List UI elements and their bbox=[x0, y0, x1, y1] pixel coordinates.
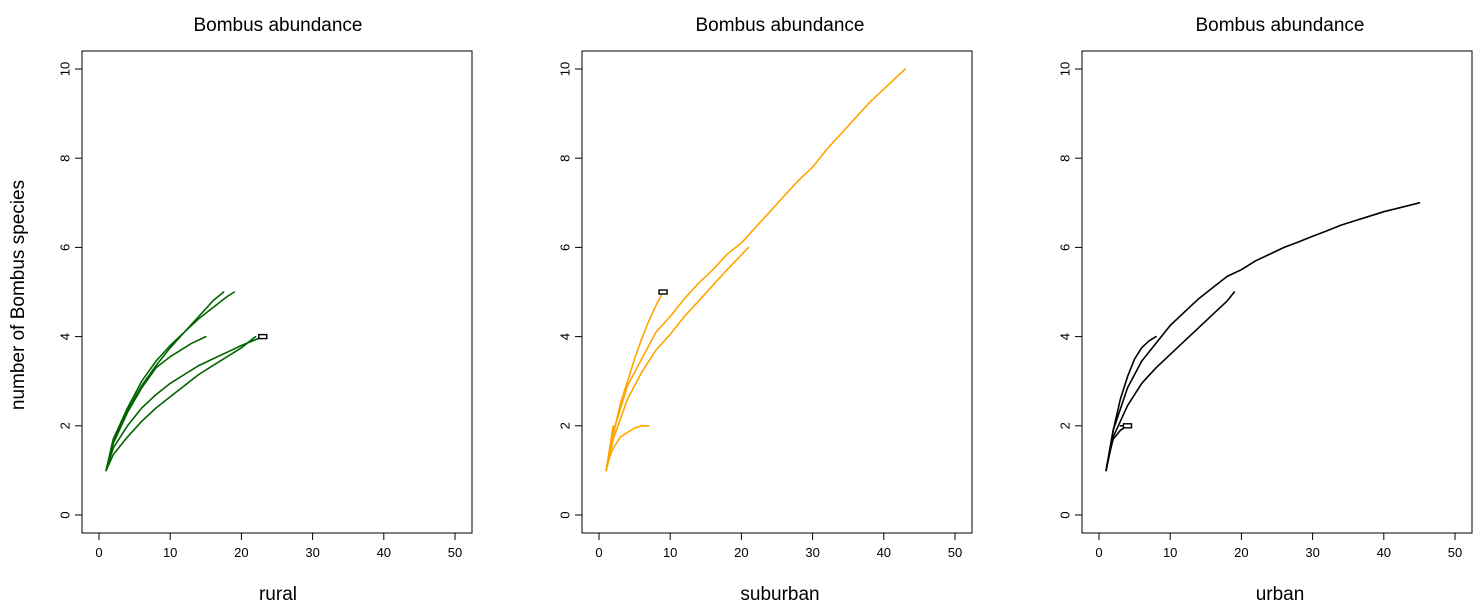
y-tick-label: 8 bbox=[57, 155, 72, 162]
x-tick-label: 50 bbox=[1448, 545, 1462, 560]
series-line bbox=[1105, 335, 1157, 472]
y-tick-label: 6 bbox=[57, 244, 72, 251]
series-line bbox=[105, 335, 207, 472]
x-tick-label: 20 bbox=[234, 545, 248, 560]
y-tick-label: 10 bbox=[1057, 62, 1072, 76]
panel-rural: Bombus abundance rural 0 10 20 30 40 50 0 2 4 6 8 1… bbox=[57, 15, 473, 605]
series-line bbox=[605, 291, 664, 472]
x-tick-label: 30 bbox=[805, 545, 819, 560]
series-line bbox=[105, 335, 257, 472]
plot-frame bbox=[581, 50, 973, 534]
series-line bbox=[105, 291, 225, 472]
series-line bbox=[1105, 425, 1129, 472]
x-tick-label: 20 bbox=[734, 545, 748, 560]
panel-urban: Bombus abundance urban 0 10 20 30 40 50 0 2 4 6 8 1… bbox=[1057, 15, 1473, 605]
x-axis-label: suburban bbox=[740, 584, 819, 605]
y-tick-label: 6 bbox=[557, 244, 572, 251]
x-tick-label: 0 bbox=[95, 545, 102, 560]
panel-suburban: Bombus abundance suburban 0 10 20 30 40 50 0 2 4… bbox=[557, 15, 973, 605]
series-line bbox=[1105, 291, 1236, 472]
x-tick-label: 10 bbox=[163, 545, 177, 560]
x-tick-label: 40 bbox=[377, 545, 391, 560]
x-axis-label: rural bbox=[259, 584, 297, 605]
plot-frame bbox=[1081, 50, 1473, 534]
y-tick-label: 4 bbox=[1057, 333, 1072, 340]
endpoint-marker bbox=[658, 289, 668, 295]
panel-title: Bombus abundance bbox=[695, 15, 864, 36]
x-tick-label: 0 bbox=[1095, 545, 1102, 560]
series-line bbox=[105, 291, 236, 472]
y-tick-label: 4 bbox=[57, 333, 72, 340]
y-tick-label: 0 bbox=[557, 511, 572, 518]
y-tick-label: 2 bbox=[1057, 422, 1072, 429]
x-tick-label: 40 bbox=[1377, 545, 1391, 560]
y-tick-label: 0 bbox=[1057, 511, 1072, 518]
y-tick-label: 0 bbox=[57, 511, 72, 518]
y-tick-label: 4 bbox=[557, 333, 572, 340]
y-tick-label: 10 bbox=[557, 62, 572, 76]
y-tick-label: 6 bbox=[1057, 244, 1072, 251]
x-tick-label: 20 bbox=[1234, 545, 1248, 560]
x-axis-label: urban bbox=[1256, 584, 1305, 605]
x-tick-label: 10 bbox=[1163, 545, 1177, 560]
y-tick-label: 8 bbox=[1057, 155, 1072, 162]
panel-title: Bombus abundance bbox=[1195, 15, 1364, 36]
x-tick-label: 30 bbox=[1305, 545, 1319, 560]
x-tick-label: 30 bbox=[305, 545, 319, 560]
y-tick-label: 10 bbox=[57, 62, 72, 76]
y-tick-label: 2 bbox=[57, 422, 72, 429]
panel-title: Bombus abundance bbox=[193, 15, 362, 36]
endpoint-marker bbox=[1122, 423, 1133, 429]
series-line bbox=[605, 68, 906, 472]
y-axis-label: number of Bombus species bbox=[8, 180, 29, 410]
plot-frame bbox=[81, 50, 473, 534]
x-tick-label: 50 bbox=[448, 545, 462, 560]
x-tick-label: 10 bbox=[663, 545, 677, 560]
y-tick-label: 8 bbox=[557, 155, 572, 162]
endpoint-marker bbox=[258, 333, 268, 340]
series-line bbox=[605, 246, 750, 472]
series-line bbox=[605, 425, 650, 472]
x-tick-label: 50 bbox=[948, 545, 962, 560]
x-tick-label: 40 bbox=[877, 545, 891, 560]
series-line bbox=[105, 335, 264, 472]
series-line bbox=[605, 425, 614, 472]
y-tick-label: 2 bbox=[557, 422, 572, 429]
x-tick-label: 0 bbox=[595, 545, 602, 560]
series-line bbox=[1105, 202, 1421, 472]
